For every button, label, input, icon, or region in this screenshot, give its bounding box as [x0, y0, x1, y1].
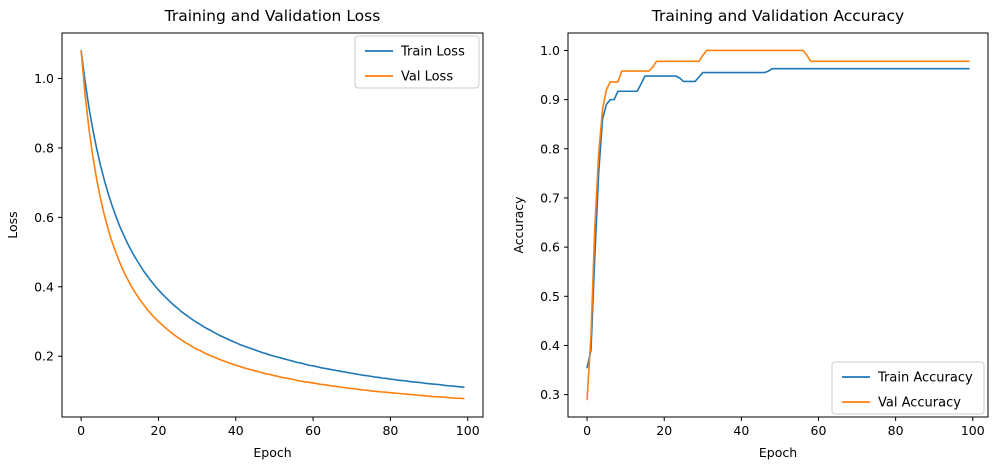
x-tick-label: 20 — [656, 423, 672, 438]
legend-label: Train Accuracy — [877, 371, 973, 386]
plot-border — [567, 32, 989, 418]
x-tick-label: 20 — [151, 423, 167, 438]
val-loss-line — [80, 49, 465, 400]
chart-title: Training and Validation Accuracy — [651, 7, 904, 25]
x-axis-label: Epoch — [253, 445, 291, 460]
accuracy-chart-svg: 0 20 40 60 80 100 0.3 0.4 0.5 0.6 0.7 0.8 0.9 1.0 Trai… — [511, 7, 989, 460]
y-tick-label: 1.0 — [540, 43, 560, 58]
legend-box — [831, 361, 985, 415]
legend: Train Accuracy Val Accuracy — [831, 361, 985, 415]
loss-chart-panel: 0 20 40 60 80 100 0.2 0.4 0.6 0.8 1.0 Training and … — [0, 0, 500, 470]
y-tick-label: 0.8 — [34, 140, 54, 155]
x-tick-label: 60 — [305, 423, 321, 438]
y-axis-label: Loss — [5, 211, 20, 238]
y-tick-label: 0.6 — [34, 210, 54, 225]
y-tick-label: 0.7 — [540, 190, 560, 205]
x-tick-label: 80 — [888, 423, 904, 438]
y-tick-label: 0.4 — [540, 338, 560, 353]
plot-border — [61, 32, 484, 418]
y-axis-label: Accuracy — [511, 196, 526, 254]
y-tick-label: 0.8 — [540, 141, 560, 156]
x-tick-label: 40 — [733, 423, 749, 438]
y-tick-label: 0.6 — [540, 240, 560, 255]
y-tick-label: 0.9 — [540, 92, 560, 107]
train-accuracy-line — [586, 67, 970, 369]
legend-label: Train Loss — [400, 45, 465, 60]
y-tick-label: 1.0 — [34, 71, 54, 86]
legend-label: Val Accuracy — [878, 396, 961, 411]
train-loss-line — [80, 49, 465, 388]
y-tick-label: 0.4 — [34, 279, 54, 294]
x-tick-label: 100 — [961, 423, 985, 438]
legend: Train Loss Val Loss — [354, 35, 480, 89]
x-tick-label: 80 — [382, 423, 398, 438]
val-accuracy-line — [586, 49, 970, 401]
chart-title: Training and Validation Loss — [164, 7, 381, 25]
x-tick-label: 100 — [456, 423, 480, 438]
x-tick-label: 40 — [228, 423, 244, 438]
loss-chart-svg: 0 20 40 60 80 100 0.2 0.4 0.6 0.8 1.0 Training and … — [5, 7, 484, 460]
y-tick-label: 0.2 — [34, 349, 54, 364]
x-tick-label: 0 — [77, 423, 85, 438]
x-tick-label: 60 — [811, 423, 827, 438]
y-tick-label: 0.5 — [540, 289, 560, 304]
x-axis-label: Epoch — [759, 445, 797, 460]
x-tick-label: 0 — [583, 423, 591, 438]
legend-box — [354, 35, 480, 89]
legend-label: Val Loss — [401, 70, 453, 85]
y-tick-label: 0.3 — [540, 387, 560, 402]
accuracy-chart-panel: 0 20 40 60 80 100 0.3 0.4 0.5 0.6 0.7 0.8 0.9 1.0 Trai… — [500, 0, 1001, 470]
